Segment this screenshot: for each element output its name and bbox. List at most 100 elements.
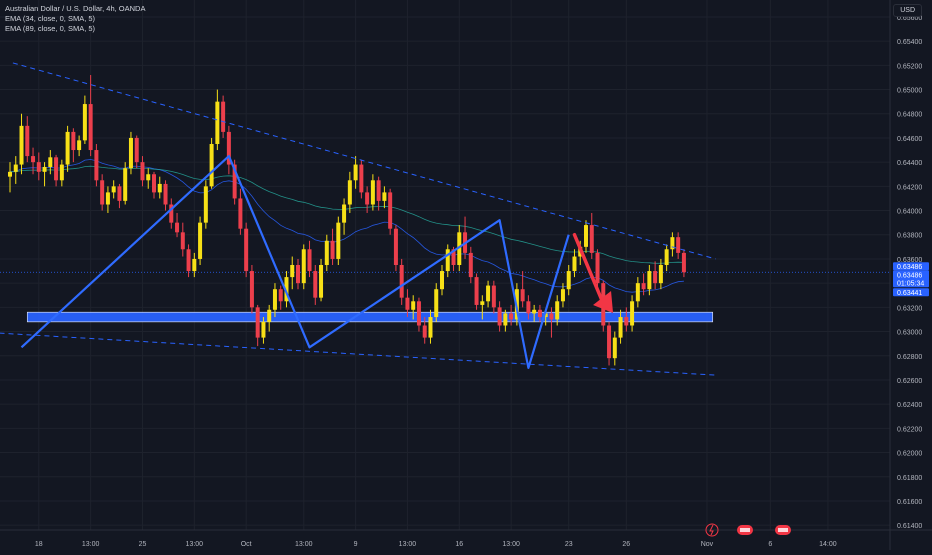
candle-body[interactable] <box>681 252 686 273</box>
candle-body[interactable] <box>324 240 329 265</box>
candle-body[interactable] <box>359 164 364 193</box>
candle-body[interactable] <box>140 162 145 181</box>
candle-body[interactable] <box>526 301 531 314</box>
candle-body[interactable] <box>25 125 30 157</box>
candle-body[interactable] <box>123 168 128 201</box>
candle-body[interactable] <box>198 222 203 259</box>
candle-body[interactable] <box>203 186 208 223</box>
candle-body[interactable] <box>192 258 197 272</box>
candle-body[interactable] <box>549 313 554 320</box>
candle-body[interactable] <box>566 271 571 290</box>
candle-body[interactable] <box>8 171 12 177</box>
candle-body[interactable] <box>186 249 191 272</box>
candle-body[interactable] <box>152 174 156 193</box>
candle-body[interactable] <box>209 143 214 187</box>
candle-body[interactable] <box>19 125 24 165</box>
candle-body[interactable] <box>94 150 99 181</box>
candle-body[interactable] <box>618 317 623 338</box>
candle-body[interactable] <box>313 271 318 298</box>
candle-body[interactable] <box>232 164 237 199</box>
candle-body[interactable] <box>411 301 416 310</box>
candle-body[interactable] <box>347 180 352 205</box>
candle-body[interactable] <box>111 186 116 193</box>
candle-body[interactable] <box>405 297 410 310</box>
candle-body[interactable] <box>520 289 525 302</box>
candle-body[interactable] <box>249 271 254 308</box>
candle-body[interactable] <box>457 232 462 265</box>
candle-body[interactable] <box>13 164 18 172</box>
candle-body[interactable] <box>584 225 588 247</box>
candle-body[interactable] <box>31 156 36 163</box>
candle-body[interactable] <box>226 131 231 165</box>
candle-body[interactable] <box>497 307 502 326</box>
candle-body[interactable] <box>48 157 53 167</box>
candle-body[interactable] <box>42 166 47 172</box>
candle-body[interactable] <box>157 183 162 193</box>
candle-body[interactable] <box>215 101 220 144</box>
candle-body[interactable] <box>641 283 646 290</box>
symbol-title[interactable]: Australian Dollar / U.S. Dollar, 4h, OAN… <box>5 4 146 13</box>
candle-body[interactable] <box>612 337 617 359</box>
candle-body[interactable] <box>630 301 635 326</box>
candle-body[interactable] <box>468 252 473 278</box>
candle-body[interactable] <box>71 131 76 151</box>
candle-body[interactable] <box>244 228 249 272</box>
arrow-head[interactable] <box>593 290 614 313</box>
candle-body[interactable] <box>376 180 381 201</box>
candle-body[interactable] <box>267 309 272 322</box>
ema-34-label[interactable]: EMA (34, close, 0, SMA, 5) <box>5 14 96 23</box>
candle-body[interactable] <box>560 289 565 302</box>
candle-body[interactable] <box>255 307 260 338</box>
candle-body[interactable] <box>163 183 168 205</box>
candle-body[interactable] <box>180 232 185 250</box>
candle-body[interactable] <box>647 271 652 290</box>
candle-body[interactable] <box>65 131 70 165</box>
candle-body[interactable] <box>451 249 456 265</box>
candle-body[interactable] <box>572 256 577 272</box>
candle-body[interactable] <box>624 317 629 326</box>
candle-body[interactable] <box>105 192 110 205</box>
candle-body[interactable] <box>353 164 358 181</box>
candle-body[interactable] <box>440 271 444 290</box>
candle-body[interactable] <box>589 225 594 253</box>
candle-body[interactable] <box>301 249 306 284</box>
candle-body[interactable] <box>370 180 375 205</box>
candle-body[interactable] <box>399 265 404 298</box>
candle-body[interactable] <box>676 237 681 253</box>
candle-body[interactable] <box>480 301 485 305</box>
arrow-shaft[interactable] <box>572 232 605 305</box>
support-zone-rectangle[interactable] <box>26 311 714 323</box>
ema-89-label[interactable]: EMA (89, close, 0, SMA, 5) <box>5 24 96 33</box>
candle-body[interactable] <box>382 192 387 201</box>
candle-body[interactable] <box>238 198 243 229</box>
candle-body[interactable] <box>261 321 266 338</box>
candle-body[interactable] <box>486 285 491 302</box>
candle-body[interactable] <box>491 285 496 308</box>
candle-body[interactable] <box>307 249 312 272</box>
candle-body[interactable] <box>319 265 324 298</box>
candle-body[interactable] <box>296 265 300 284</box>
candle-body[interactable] <box>388 192 393 229</box>
candle-body[interactable] <box>543 313 548 318</box>
candle-body[interactable] <box>36 162 41 172</box>
candle-body[interactable] <box>416 301 421 326</box>
candle-body[interactable] <box>336 222 341 259</box>
candle-body[interactable] <box>134 137 139 163</box>
candle-body[interactable] <box>555 301 560 320</box>
resistance-trendline[interactable] <box>12 62 716 260</box>
candle-body[interactable] <box>445 249 450 272</box>
candle-body[interactable] <box>146 174 151 181</box>
candle-body[interactable] <box>82 104 87 141</box>
currency-button[interactable]: USD <box>893 4 922 17</box>
candle-body[interactable] <box>653 271 658 284</box>
candle-body[interactable] <box>278 289 283 302</box>
candle-body[interactable] <box>272 289 277 310</box>
zigzag-pattern-line[interactable] <box>20 155 570 369</box>
candle-body[interactable] <box>422 325 427 338</box>
candle-body[interactable] <box>330 240 335 259</box>
candle-body[interactable] <box>509 313 514 320</box>
support-trendline[interactable] <box>0 332 716 376</box>
candle-body[interactable] <box>635 283 640 302</box>
